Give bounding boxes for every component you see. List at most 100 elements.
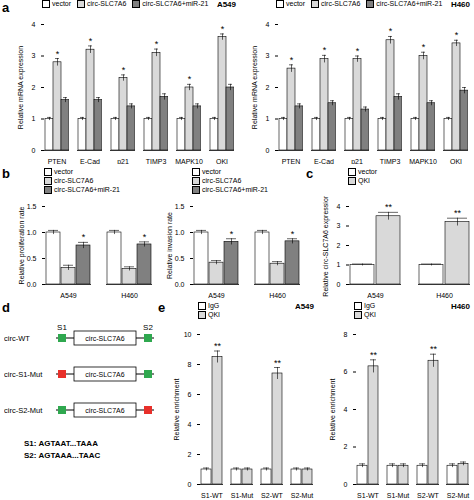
svg-text:3: 3 [32,52,36,59]
svg-text:*: * [221,24,225,34]
svg-text:**: ** [385,202,393,212]
svg-text:**: ** [370,350,378,360]
svg-text:6: 6 [188,391,192,398]
svg-text:0: 0 [188,481,192,488]
svg-text:S1-Mut: S1-Mut [387,492,410,498]
svg-text:*: * [356,46,360,56]
svg-text:0.5: 0.5 [175,255,185,262]
svg-text:4: 4 [337,203,341,210]
svg-text:*: * [56,49,60,59]
svg-text:*: * [230,229,234,239]
svg-text:**: ** [214,341,222,351]
svg-text:S1-WT: S1-WT [357,492,380,498]
html-text:A549: A549 [216,0,236,9]
svg-text:*: * [122,65,126,75]
svg-text:S2-WT: S2-WT [261,492,284,498]
svg-text:E-Cad: E-Cad [314,158,334,164]
svg-text:*: * [188,74,192,84]
svg-text:S2: AGTAAA...TAAC: S2: AGTAAA...TAAC [24,451,101,460]
svg-text:E-Cad: E-Cad [80,158,100,164]
svg-text:S1: AGTAAT...TAAA: S1: AGTAAT...TAAA [24,439,98,448]
svg-text:Relative proliferation rate: Relative proliferation rate [18,206,26,284]
svg-text:**: ** [454,208,462,218]
svg-text:A549: A549 [208,292,224,298]
svg-text:Relative circ-SLC7A6 expressio: Relative circ-SLC7A6 expression [322,196,330,297]
svg-text:2: 2 [266,84,270,91]
svg-text:0: 0 [337,281,341,288]
svg-text:0: 0 [266,147,270,154]
svg-text:QKI: QKI [450,158,462,164]
svg-text:H460: H460 [121,292,138,298]
svg-text:*: * [389,26,393,36]
svg-text:Relative mRNA expression: Relative mRNA expression [251,46,259,129]
svg-text:*: * [455,30,459,40]
svg-text:S1-WT: S1-WT [201,492,224,498]
svg-text:2: 2 [188,451,192,458]
svg-text:p21: p21 [117,158,129,164]
svg-text:S2-WT: S2-WT [417,492,440,498]
svg-text:*: * [155,39,159,49]
svg-text:*: * [89,36,93,46]
svg-text:3: 3 [266,52,270,59]
svg-text:1: 1 [266,115,270,122]
svg-text:A549: A549 [60,292,76,298]
svg-text:*: * [82,232,86,242]
svg-text:Relative enrichment: Relative enrichment [329,379,336,441]
svg-text:0.0: 0.0 [175,281,185,288]
svg-text:*: * [291,229,295,239]
svg-text:H460: H460 [436,292,453,298]
svg-text:S1-Mut: S1-Mut [231,492,254,498]
svg-text:PTEN: PTEN [48,158,67,164]
svg-text:circ-SLC7A6: circ-SLC7A6 [85,407,124,414]
svg-text:S1: S1 [57,323,67,332]
svg-text:**: ** [274,358,282,368]
svg-text:1: 1 [337,261,341,268]
svg-text:10: 10 [184,331,192,338]
svg-text:4: 4 [266,21,270,28]
svg-text:PTEN: PTEN [282,158,301,164]
svg-text:4: 4 [32,21,36,28]
svg-text:QKI: QKI [216,158,228,164]
svg-text:1.0: 1.0 [27,229,37,236]
svg-text:2: 2 [344,443,348,450]
svg-text:1.5: 1.5 [27,203,37,210]
svg-text:Relative enrichment: Relative enrichment [173,379,180,441]
svg-text:4: 4 [188,421,192,428]
svg-text:4: 4 [344,406,348,413]
svg-text:TIMP3: TIMP3 [380,158,401,164]
svg-text:circ-SLC7A6: circ-SLC7A6 [85,371,124,378]
svg-text:0: 0 [32,147,36,154]
svg-text:S2-Mut: S2-Mut [291,492,314,498]
svg-text:circ-S1-Mut: circ-S1-Mut [4,370,43,379]
svg-text:*: * [323,45,327,55]
svg-text:0: 0 [344,481,348,488]
svg-text:circ-S2-Mut: circ-S2-Mut [4,406,43,415]
svg-text:H460: H460 [269,292,286,298]
svg-text:circ-WT: circ-WT [4,334,30,343]
svg-text:2: 2 [337,242,341,249]
svg-text:A549: A549 [367,292,383,298]
svg-text:Relative mRNA expression: Relative mRNA expression [17,46,25,129]
svg-text:6: 6 [344,368,348,375]
svg-text:S2: S2 [143,323,153,332]
svg-text:Relative invasion rate: Relative invasion rate [166,212,173,279]
svg-text:S2-Mut: S2-Mut [447,492,470,498]
svg-text:**: ** [430,344,438,354]
svg-text:MAPK10: MAPK10 [175,158,203,164]
svg-text:*: * [422,42,426,52]
svg-text:1.5: 1.5 [175,203,185,210]
svg-text:0.5: 0.5 [27,255,37,262]
svg-text:p21: p21 [351,158,363,164]
svg-text:1: 1 [32,115,36,122]
svg-text:3: 3 [337,222,341,229]
svg-text:*: * [290,55,294,65]
svg-text:2: 2 [32,84,36,91]
svg-text:MAPK10: MAPK10 [409,158,437,164]
svg-text:0.0: 0.0 [27,281,37,288]
svg-text:8: 8 [344,331,348,338]
svg-text:8: 8 [188,361,192,368]
svg-text:TIMP3: TIMP3 [146,158,167,164]
svg-text:1.0: 1.0 [175,229,185,236]
svg-text:circ-SLC7A6: circ-SLC7A6 [85,335,124,342]
svg-text:*: * [143,232,147,242]
